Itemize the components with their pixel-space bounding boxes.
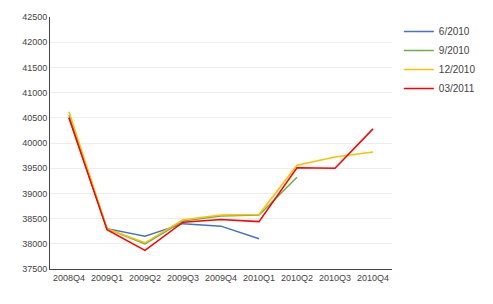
svg-text:40500: 40500 (22, 113, 47, 123)
svg-text:2010Q1: 2010Q1 (243, 273, 275, 283)
svg-text:6/2010: 6/2010 (439, 26, 470, 37)
svg-text:39500: 39500 (22, 163, 47, 173)
svg-text:2009Q1: 2009Q1 (91, 273, 123, 283)
svg-text:2008Q4: 2008Q4 (53, 273, 85, 283)
svg-text:2009Q3: 2009Q3 (167, 273, 199, 283)
svg-text:41500: 41500 (22, 63, 47, 73)
svg-text:38000: 38000 (22, 239, 47, 249)
svg-text:37500: 37500 (22, 264, 47, 274)
svg-text:38500: 38500 (22, 214, 47, 224)
svg-text:12/2010: 12/2010 (439, 64, 476, 75)
svg-text:2009Q4: 2009Q4 (205, 273, 237, 283)
svg-text:40000: 40000 (22, 138, 47, 148)
svg-text:39000: 39000 (22, 189, 47, 199)
svg-text:2009Q2: 2009Q2 (129, 273, 161, 283)
svg-text:41000: 41000 (22, 88, 47, 98)
svg-text:2010Q2: 2010Q2 (281, 273, 313, 283)
svg-text:9/2010: 9/2010 (439, 45, 470, 56)
svg-text:03/2011: 03/2011 (439, 83, 475, 94)
svg-text:42000: 42000 (22, 37, 47, 47)
svg-text:2010Q3: 2010Q3 (319, 273, 351, 283)
svg-text:42500: 42500 (22, 12, 47, 22)
svg-text:2010Q4: 2010Q4 (357, 273, 389, 283)
